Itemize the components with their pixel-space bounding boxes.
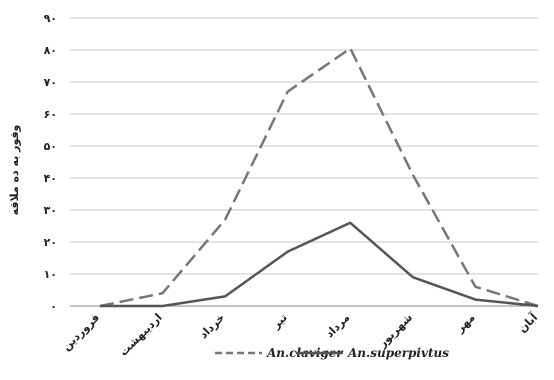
legend-label-superpivtus: An.superpivtus bbox=[347, 346, 449, 360]
y-axis-title: وفور به ده ملاقه bbox=[8, 124, 21, 215]
y-tick-label: ۵۰ bbox=[44, 140, 57, 153]
y-axis-tick-labels: ۰ ۱۰ ۲۰ ۳۰ ۴۰ ۵۰ ۶۰ ۷۰ ۸۰ ۹۰ bbox=[44, 12, 57, 313]
series-line-superpivtus bbox=[100, 221, 539, 308]
y-tick-label: ۷۰ bbox=[44, 76, 57, 89]
x-tick-label: آبان bbox=[515, 310, 540, 335]
y-tick-label: ۳۰ bbox=[44, 204, 57, 217]
x-tick-label: مرداد bbox=[323, 311, 352, 340]
y-tick-label: ۴۰ bbox=[44, 172, 57, 185]
x-tick-label: تیر bbox=[269, 311, 290, 332]
y-tick-label: ۱۰ bbox=[44, 268, 57, 281]
series-line-claviger bbox=[99, 47, 539, 308]
series-lines bbox=[99, 47, 539, 308]
x-tick-label: مهر bbox=[453, 311, 478, 336]
y-tick-label: ۲۰ bbox=[44, 236, 57, 249]
gridlines bbox=[70, 17, 538, 307]
legend: An.claviger An.superpivtus bbox=[215, 346, 449, 360]
y-tick-label: ۹۰ bbox=[44, 12, 57, 25]
x-tick-label: اردیبهشت bbox=[117, 311, 165, 359]
x-tick-label: خرداد bbox=[197, 311, 227, 341]
x-tick-label: شهریور bbox=[375, 311, 415, 351]
y-tick-label: ۸۰ bbox=[44, 44, 57, 57]
y-tick-label: ۰ bbox=[50, 300, 57, 313]
y-tick-label: ۶۰ bbox=[44, 108, 57, 121]
x-tick-label: فروردین bbox=[60, 311, 102, 353]
